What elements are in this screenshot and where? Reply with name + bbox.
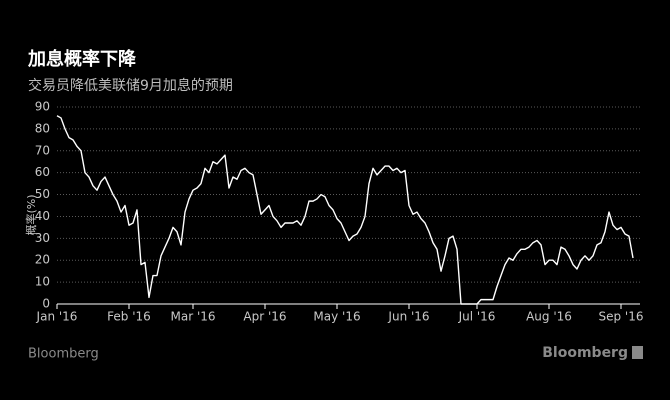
y-tick-label: 80 [35,121,50,135]
source: Bloomberg [28,347,99,362]
y-tick-label: 20 [35,253,50,267]
logo-icon [632,346,643,359]
x-tick-label: Jul '16 [458,310,496,324]
logo: Bloomberg [542,345,628,361]
x-tick-label: Mar '16 [170,310,215,324]
x-tick-label: Jun '16 [387,310,429,324]
x-tick-label: Sep '16 [599,310,644,324]
x-tick-label: Jan '16 [36,310,78,324]
chart-title: 加息概率下降 [27,48,137,70]
x-tick-label: Feb '16 [107,310,151,324]
y-tick-label: 30 [35,231,50,245]
x-tick-label: May '16 [313,310,360,324]
y-tick-label: 60 [35,165,50,179]
y-tick-label: 10 [35,275,50,289]
line [56,115,634,305]
y-tick-label: 70 [35,143,50,157]
y-tick-label: 0 [42,297,50,311]
y-tick-label: 90 [35,100,50,114]
x-tick-label: Apr '16 [243,310,286,324]
chart-subtitle: 交易员降低美联储9月加息的预期 [28,77,233,94]
x-tick-label: Aug '16 [526,310,572,324]
y-tick-label: 50 [35,187,50,201]
y-axis-label: 概率(%) [24,194,38,235]
y-tick-label: 40 [35,209,50,223]
